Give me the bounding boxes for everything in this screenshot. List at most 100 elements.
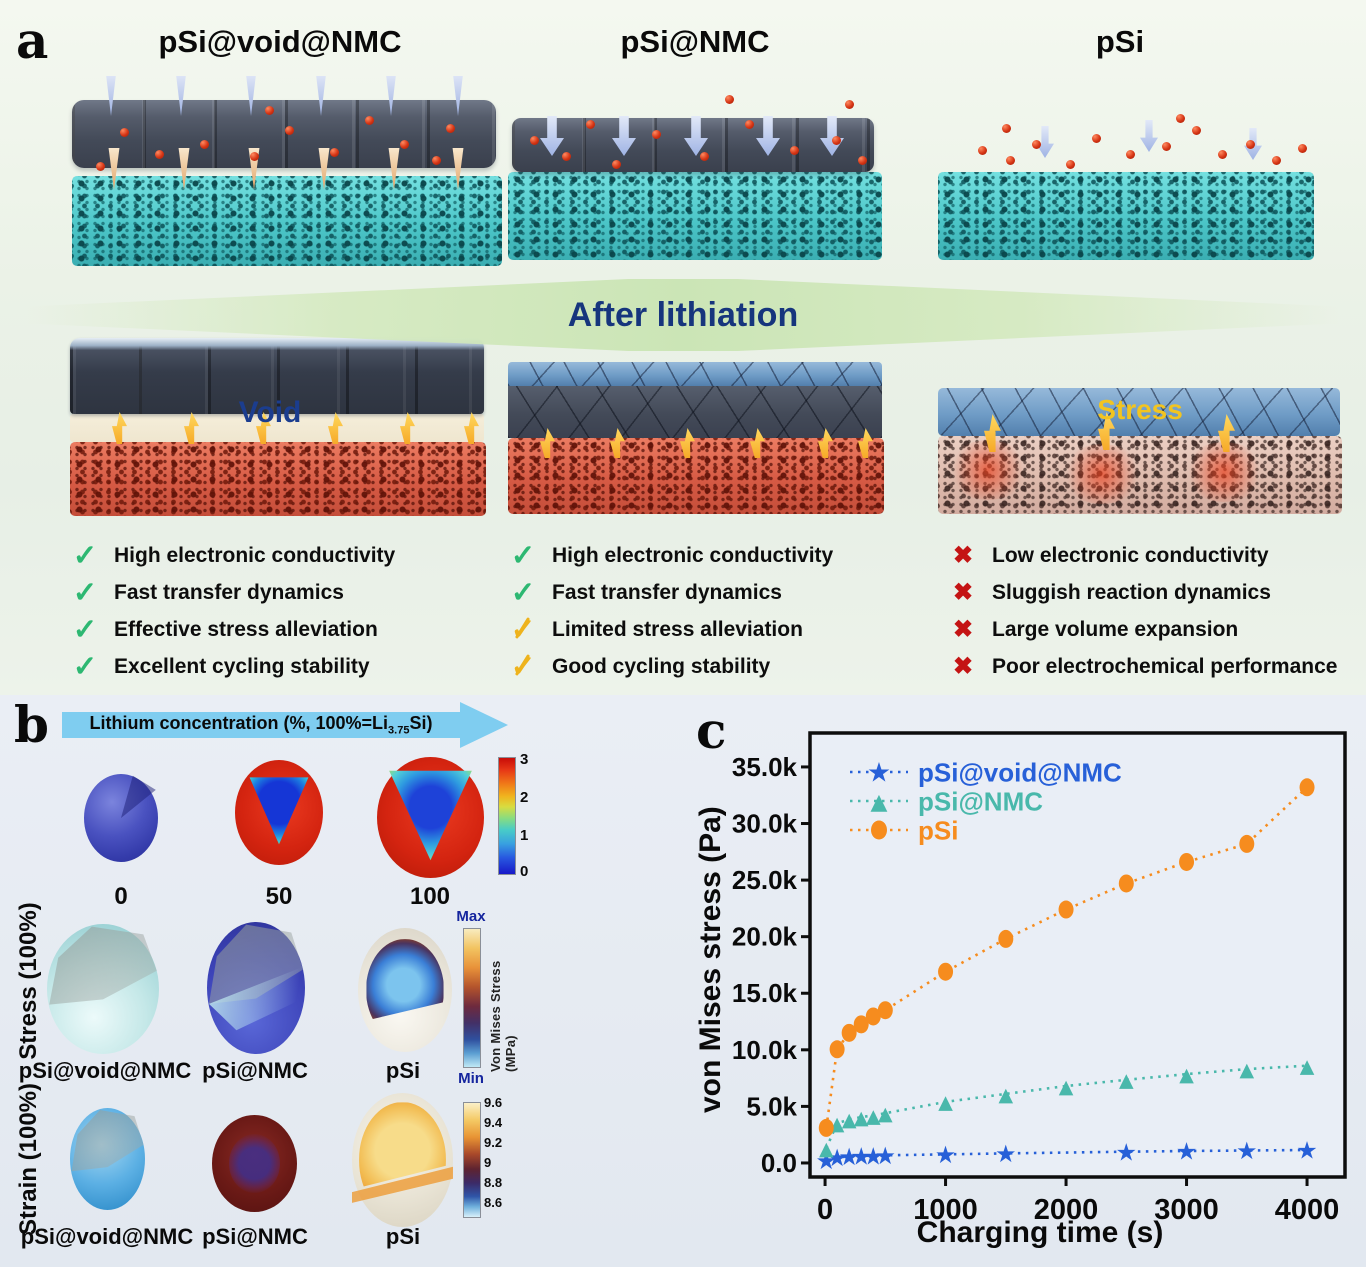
sphere-stress-psi-void-nmc [47, 924, 159, 1054]
checklist-item: ✓ High electronic conductivity [70, 540, 395, 572]
li-ion-dot [1126, 150, 1135, 159]
sphere-label: pSi@void@NMC [20, 1224, 194, 1249]
von-mises-stress-chart: 0 1000 2000 3000 4000 0.0 5.0k 10.0k 15.0k 20.0k 2… [732, 731, 1347, 1226]
checklist-item: ✖ Poor electrochemical performance [948, 651, 1338, 683]
svg-text:2000: 2000 [1034, 1194, 1099, 1226]
cross-icon: ✖ [952, 653, 974, 680]
strain-colorbar [463, 1102, 481, 1218]
colorbar-tick: 9 [484, 1155, 492, 1170]
svg-text:0: 0 [817, 1194, 833, 1226]
li-ion-dot [155, 150, 164, 159]
li-ion-dot [652, 130, 661, 139]
stress-glow [1062, 444, 1142, 504]
svg-text:★: ★ [1116, 1138, 1138, 1166]
stress-glow [1184, 442, 1264, 502]
li-ion-dot [562, 152, 571, 161]
li-ion-dot [725, 95, 734, 104]
stress-colorbar-title: Von Mises Stress (MPa) [488, 960, 518, 1073]
colorbar-tick: 9.6 [484, 1095, 503, 1110]
down-cone-arrow-icon [108, 148, 120, 190]
stress-glow [948, 440, 1028, 500]
checklist-text: Fast transfer dynamics [114, 581, 344, 604]
colorbar-tick: 9.2 [484, 1135, 503, 1150]
li-ion-dot [1246, 140, 1255, 149]
svg-text:▲: ▲ [998, 1084, 1013, 1106]
column-title-psi-void-nmc: pSi@void@NMC [158, 24, 402, 59]
sphere-concentration-50 [235, 760, 323, 865]
checklist-item: ✖ Sluggish reaction dynamics [948, 577, 1271, 609]
check-icon: ✓ [510, 577, 536, 609]
li-ion-dot [1032, 140, 1041, 149]
void-gap [70, 414, 484, 442]
stress-colorbar [463, 928, 481, 1068]
li-ion-dot [586, 120, 595, 129]
svg-text:★: ★ [1296, 1137, 1318, 1165]
checklist-item: ✓ Effective stress alleviation [70, 614, 378, 646]
li-ion-dot [745, 120, 754, 129]
column-title-psi-nmc: pSi@NMC [620, 24, 770, 59]
svg-text:pSi@void@NMC: pSi@void@NMC [918, 757, 1122, 787]
svg-text:★: ★ [838, 1143, 860, 1171]
colorbar-tick: 2 [520, 789, 529, 806]
colorbar-tick: 8.8 [484, 1175, 503, 1190]
down-spike-arrow-icon [386, 76, 396, 116]
sphere-strain-psi-nmc [212, 1115, 297, 1212]
concentration-value: 50 [265, 883, 293, 910]
panel-a-letter: a [16, 11, 49, 70]
li-ion-dot [1006, 156, 1015, 165]
checklist-text: Fast transfer dynamics [552, 581, 782, 604]
checklist-item: ✖ Low electronic conductivity [948, 540, 1269, 572]
down-spike-arrow-icon [246, 76, 256, 116]
svg-text:▲: ▲ [1119, 1070, 1134, 1092]
lithium-concentration-arrow: Lithium concentration (%, 100%=Li3.75Si) [62, 712, 460, 738]
svg-text:★: ★ [867, 758, 891, 789]
sei-cracked-layer [508, 362, 882, 386]
li-ion-dot [612, 160, 621, 169]
checklist-item: ✓ Fast transfer dynamics [70, 577, 344, 609]
checklist-item: ✖ Large volume expansion [948, 614, 1238, 646]
svg-text:0.0: 0.0 [761, 1148, 797, 1178]
checklist-item: ✓ Good cycling stability [508, 651, 770, 683]
checklist-item: ✓ High electronic conductivity [508, 540, 833, 572]
svg-text:pSi@NMC: pSi@NMC [918, 786, 1043, 816]
svg-text:▲: ▲ [819, 1138, 834, 1160]
svg-text:▲: ▲ [866, 1105, 881, 1127]
cross-icon: ✖ [952, 579, 974, 606]
li-ion-dot [530, 136, 539, 145]
sphere-strain-psi-void-nmc [70, 1108, 145, 1210]
li-ion-dot [250, 152, 259, 161]
li-ion-dot [1298, 144, 1307, 153]
checklist-item: ✓ Fast transfer dynamics [508, 577, 782, 609]
concentration-value: 0 [114, 883, 128, 910]
svg-text:10.0k: 10.0k [732, 1035, 798, 1065]
checklist-text: High electronic conductivity [552, 544, 834, 567]
svg-text:★: ★ [995, 1140, 1017, 1168]
svg-text:30.0k: 30.0k [732, 809, 798, 839]
colorbar-tick: 9.4 [484, 1115, 503, 1130]
sphere-stress-psi-nmc [207, 922, 305, 1054]
li-ion-dot [1272, 156, 1281, 165]
cross-icon: ✖ [952, 542, 974, 569]
sphere-label: pSi@void@NMC [18, 1058, 192, 1083]
cracked-surface-layer [938, 388, 1340, 436]
svg-text:▲: ▲ [878, 1103, 893, 1125]
svg-text:pSi: pSi [918, 815, 958, 845]
check-icon: ✓ [72, 540, 98, 572]
warn-check-icon: ✓ [508, 615, 538, 645]
li-ion-dot [432, 156, 441, 165]
li-ion-dot [1002, 124, 1011, 133]
after-lithiation-label: After lithiation [567, 295, 799, 334]
li-ion-dot [700, 152, 709, 161]
svg-text:4000: 4000 [1275, 1194, 1340, 1226]
colorbar-max-label: Max [456, 908, 486, 925]
svg-text:1000: 1000 [913, 1194, 978, 1226]
sphere-label: pSi [385, 1058, 421, 1083]
stress-label: Stress [1097, 394, 1183, 425]
colorbar-tick: 8.6 [484, 1195, 503, 1210]
svg-text:▲: ▲ [1300, 1056, 1315, 1078]
void-label: Void [238, 396, 302, 429]
li-ion-dot [1066, 160, 1075, 169]
nmc-shell-layer [72, 100, 496, 168]
li-ion-dot [1092, 134, 1101, 143]
